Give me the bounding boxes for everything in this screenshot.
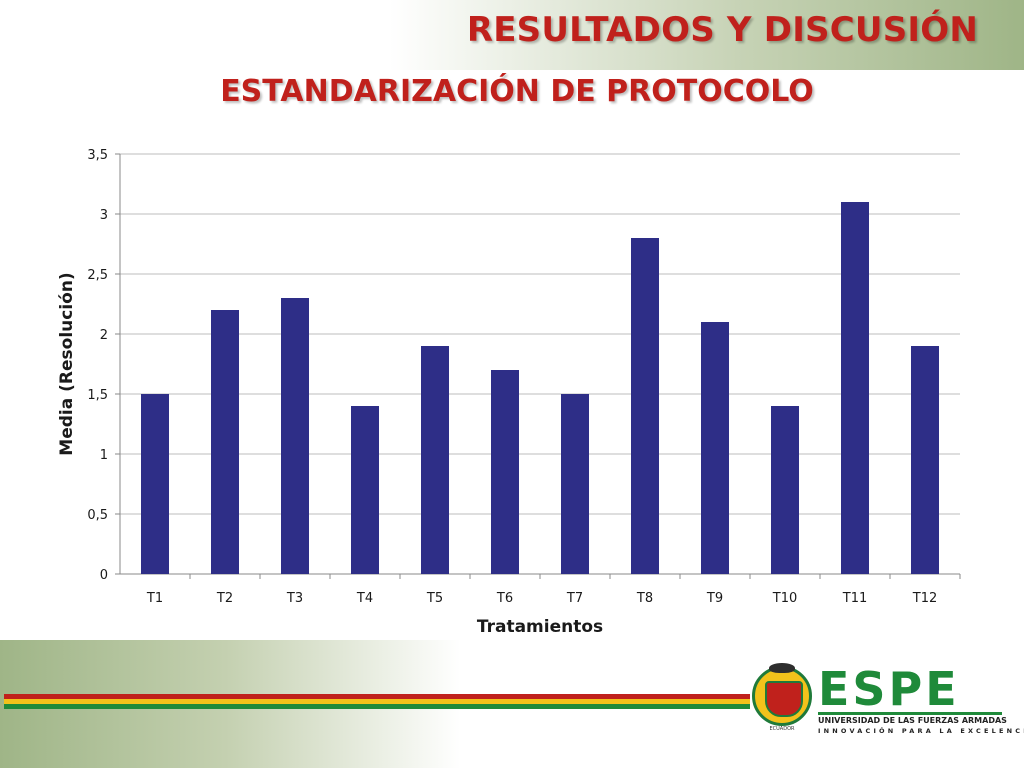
y-tick-labels: 0 0,5 1 1,5 2 2,5 3 3,5 bbox=[87, 148, 108, 583]
bar-t12 bbox=[911, 346, 939, 574]
stripe-yellow bbox=[4, 699, 750, 704]
bar-t8 bbox=[631, 238, 659, 574]
bar-t7 bbox=[561, 394, 589, 574]
stripe-green bbox=[4, 704, 750, 709]
condor-icon bbox=[769, 663, 795, 673]
y-tick-label: 2,5 bbox=[87, 268, 108, 283]
bar-t5 bbox=[421, 346, 449, 574]
stripe-red bbox=[4, 694, 750, 699]
bar-t4 bbox=[351, 406, 379, 574]
x-tick-label: T12 bbox=[912, 591, 937, 606]
y-tick-label: 1 bbox=[100, 448, 108, 463]
x-tick-label: T10 bbox=[772, 591, 797, 606]
shield-icon bbox=[765, 681, 803, 717]
bar-t10 bbox=[771, 406, 799, 574]
x-tick-label: T2 bbox=[216, 591, 233, 606]
bars bbox=[141, 202, 939, 574]
x-tick-label: T7 bbox=[566, 591, 583, 606]
bar-t11 bbox=[841, 202, 869, 574]
bar-t6 bbox=[491, 370, 519, 574]
bar-t3 bbox=[281, 298, 309, 574]
bar-t2 bbox=[211, 310, 239, 574]
x-tick-labels: T1 T2 T3 T4 T5 T6 T7 T8 T9 T10 T11 T12 bbox=[146, 591, 937, 606]
bar-t9 bbox=[701, 322, 729, 574]
y-tick-label: 0,5 bbox=[87, 508, 108, 523]
decorative-stripes bbox=[4, 694, 750, 710]
logo-divider bbox=[818, 712, 1002, 715]
y-tick-label: 2 bbox=[100, 328, 108, 343]
y-tick-label: 0 bbox=[100, 568, 108, 583]
gridlines bbox=[120, 153, 960, 515]
slide-title: RESULTADOS Y DISCUSIÓN bbox=[466, 10, 978, 50]
x-tick-label: T4 bbox=[356, 591, 373, 606]
x-tick-label: T5 bbox=[426, 591, 443, 606]
logo-motto: INNOVACIÓN PARA LA EXCELENCIA bbox=[818, 727, 1024, 735]
x-tick-label: T6 bbox=[496, 591, 513, 606]
axes bbox=[115, 153, 961, 579]
slide-subtitle: ESTANDARIZACIÓN DE PROTOCOLO bbox=[220, 74, 814, 109]
y-tick-label: 1,5 bbox=[87, 388, 108, 403]
x-tick-label: T9 bbox=[706, 591, 723, 606]
y-tick-label: 3 bbox=[100, 208, 108, 223]
x-tick-label: T1 bbox=[146, 591, 163, 606]
bar-t1 bbox=[141, 394, 169, 574]
emblem-caption: ECUADOR bbox=[769, 726, 795, 732]
coat-of-arms-icon bbox=[752, 663, 812, 726]
logo-university-name: UNIVERSIDAD DE LAS FUERZAS ARMADAS bbox=[818, 716, 1007, 725]
x-tick-label: T11 bbox=[842, 591, 867, 606]
logo-wordmark: ESPE bbox=[818, 662, 960, 716]
x-tick-label: T8 bbox=[636, 591, 653, 606]
x-axis-label: Tratamientos bbox=[477, 617, 603, 637]
y-axis-label: Media (Resolución) bbox=[57, 272, 77, 455]
y-tick-label: 3,5 bbox=[87, 148, 108, 163]
header-band bbox=[0, 0, 1024, 70]
x-tick-label: T3 bbox=[286, 591, 303, 606]
espe-logo: ECUADOR ESPE UNIVERSIDAD DE LAS FUERZAS … bbox=[752, 662, 1024, 738]
